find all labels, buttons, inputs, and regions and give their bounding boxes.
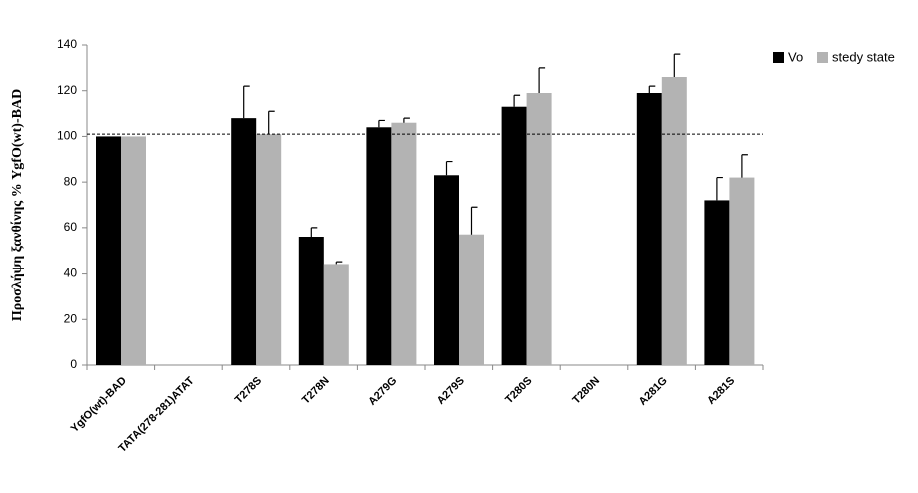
x-tick-label: YgfO(wt)-BAD	[69, 375, 129, 435]
x-tick-label: A281S	[705, 375, 737, 407]
x-tick-label: A281G	[637, 375, 670, 408]
bar	[459, 234, 484, 365]
bar	[434, 175, 459, 365]
bar	[661, 77, 687, 365]
bar	[501, 106, 527, 365]
bar	[121, 136, 146, 365]
legend-swatch	[817, 52, 828, 63]
y-tick-label: 60	[64, 220, 78, 234]
x-tick-label: A279G	[366, 375, 399, 408]
legend-swatch	[773, 52, 784, 63]
y-tick-label: 100	[57, 129, 77, 143]
x-tick-label: TATA(278-281)ATAT	[116, 374, 196, 454]
error-bar	[268, 110, 275, 135]
error-bar	[403, 117, 410, 123]
bar	[729, 177, 755, 365]
x-tick-label: A279S	[435, 375, 467, 407]
error-bar	[378, 119, 385, 128]
y-tick-label: 40	[64, 266, 78, 280]
x-tick-label: T278N	[300, 375, 332, 407]
bar	[704, 200, 730, 365]
error-bar	[741, 154, 748, 178]
x-tick-label: T280N	[570, 375, 602, 407]
bar	[391, 122, 417, 365]
y-tick-label: 20	[64, 311, 78, 325]
error-bar	[513, 94, 521, 107]
bar	[636, 93, 662, 365]
error-bar	[673, 53, 681, 77]
error-bar	[310, 227, 318, 237]
bar	[231, 118, 257, 366]
error-bar	[243, 85, 250, 119]
x-tick-label: T278S	[233, 375, 264, 406]
bar	[526, 93, 552, 365]
x-tick-label: T280S	[503, 375, 534, 406]
y-tick-label: 80	[64, 174, 78, 188]
y-tick-label: 140	[57, 37, 77, 51]
bar	[96, 136, 121, 365]
legend-label: Vo	[788, 49, 803, 64]
bar	[298, 237, 324, 365]
error-bar	[716, 176, 723, 201]
error-bar	[538, 67, 546, 93]
bar	[256, 134, 282, 365]
bar	[323, 264, 349, 365]
y-tick-label: 0	[70, 357, 77, 371]
legend-label: stedy state	[832, 49, 895, 64]
y-axis-label: Προσλήψη ξανθίνης % YgfO(wt)-BAD	[10, 89, 25, 321]
error-bar	[648, 85, 656, 93]
y-tick-label: 120	[57, 83, 77, 97]
bar	[366, 127, 392, 366]
error-bar	[470, 206, 478, 235]
error-bar	[445, 160, 453, 176]
error-bar	[335, 261, 343, 265]
